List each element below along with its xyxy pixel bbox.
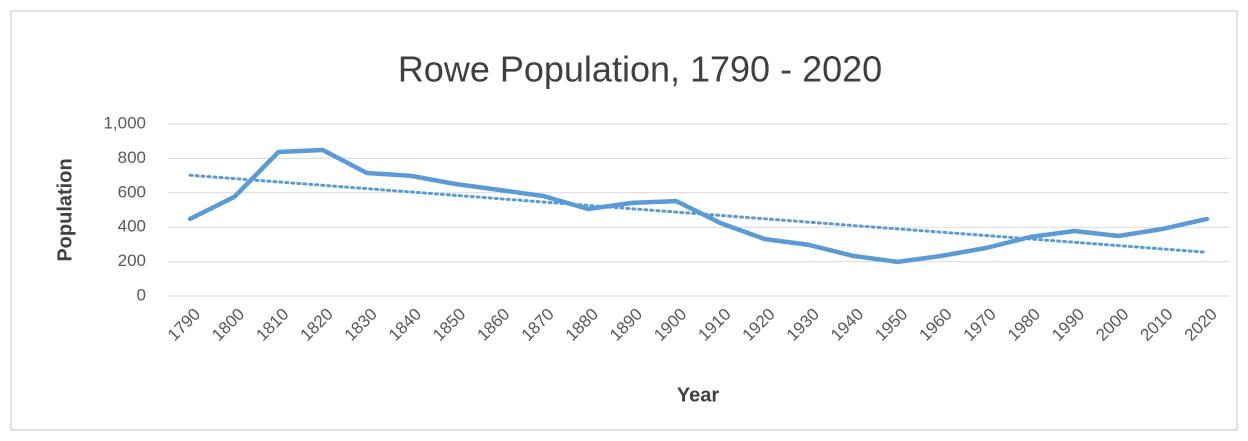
- y-tick-label: 800: [118, 148, 146, 167]
- chart-border: [10, 10, 1238, 431]
- y-axis-label: Population: [54, 158, 76, 261]
- x-axis-label: Year: [677, 384, 719, 406]
- y-tick-label: 1,000: [103, 113, 146, 132]
- chart-title: Rowe Population, 1790 - 2020: [398, 49, 882, 90]
- y-tick-label: 400: [118, 217, 146, 236]
- y-tick-label: 0: [137, 285, 146, 304]
- y-tick-label: 200: [118, 251, 146, 270]
- line-series: [187, 147, 1210, 265]
- y-tick-label: 600: [118, 182, 146, 201]
